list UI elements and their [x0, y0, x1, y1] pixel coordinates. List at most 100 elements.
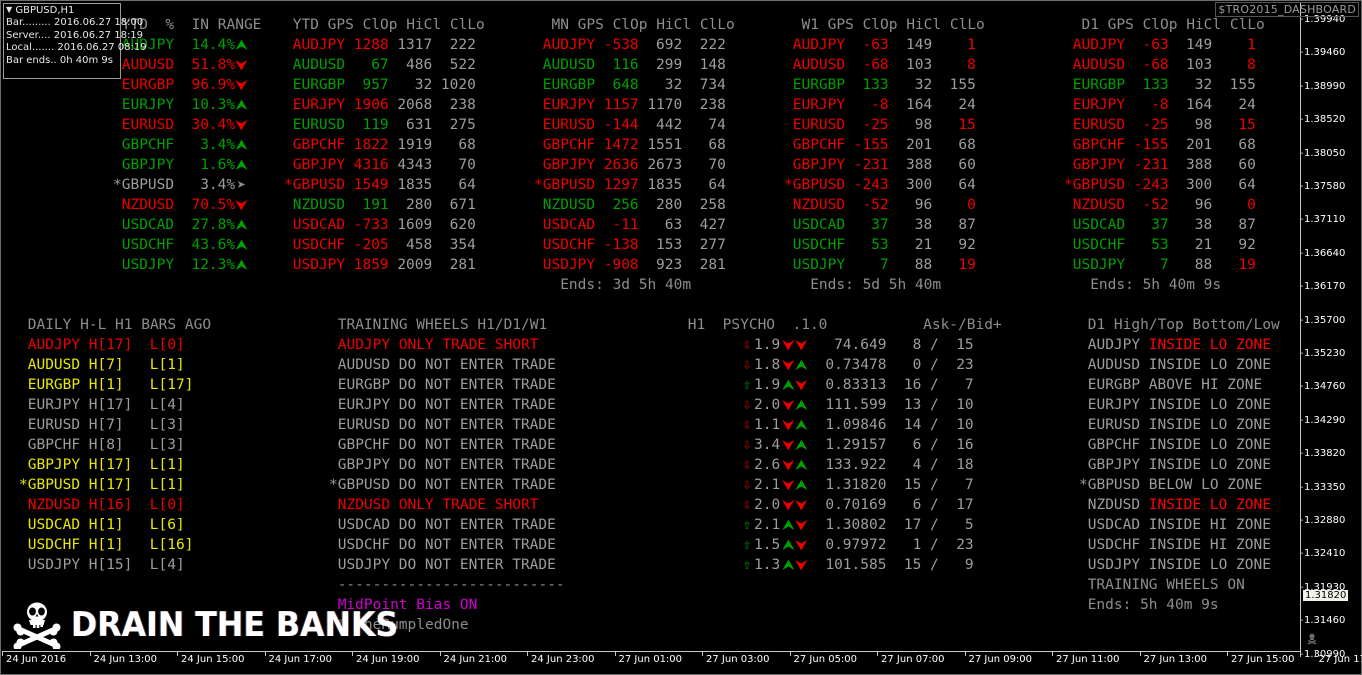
table-row[interactable]: USDCAD DO NOT ENTER TRADE: [329, 515, 565, 535]
table-row[interactable]: GBPCHF INSIDE LO ZONE: [1079, 435, 1280, 455]
table-row[interactable]: *GBPUSD 3.4% ➤: [113, 175, 261, 195]
table-row[interactable]: GBPJPY INSIDE LO ZONE: [1079, 455, 1280, 475]
table-row[interactable]: EURJPY H[17] L[4]: [19, 395, 211, 415]
table-row[interactable]: AUDUSD H[7] L[1]: [19, 355, 211, 375]
table-row[interactable]: USDCAD 27.8%⮝: [113, 215, 261, 235]
table-row[interactable]: EURUSD 30.4%⮟: [113, 115, 261, 135]
table-row[interactable]: USDCAD -733 1609 620: [284, 215, 485, 235]
table-row[interactable]: GBPJPY 4316 4343 70: [284, 155, 485, 175]
table-row[interactable]: EURUSD H[7] L[3]: [19, 415, 211, 435]
table-row[interactable]: GBPJPY -231 388 60: [784, 155, 985, 175]
table-row[interactable]: EURUSD ⇩ 1.1 ⮟⮝ 1.09846 14 / 10: [679, 415, 1002, 435]
table-row[interactable]: EURGBP ABOVE HI ZONE: [1079, 375, 1280, 395]
table-row[interactable]: USDJPY 1859 2009 281: [284, 255, 485, 275]
chevron-down-icon[interactable]: ▼: [6, 5, 13, 14]
table-row[interactable]: EURJPY INSIDE LO ZONE: [1079, 395, 1280, 415]
table-row[interactable]: USDJPY 7 88 19: [784, 255, 985, 275]
table-row[interactable]: EURJPY -8 164 24: [1064, 95, 1265, 115]
table-row[interactable]: USDJPY INSIDE LO ZONE: [1079, 555, 1280, 575]
table-row[interactable]: EURGBP 957 32 1020: [284, 75, 485, 95]
table-row[interactable]: AUDUSD ⇩ 1.8 ⮟⮝ 0.73478 0 / 23: [679, 355, 1002, 375]
table-row[interactable]: AUDJPY 14.4%⮝: [113, 35, 261, 55]
table-row[interactable]: NZDUSD -52 96 0: [1064, 195, 1265, 215]
table-row[interactable]: AUDJPY -538 692 222: [534, 35, 735, 55]
table-row[interactable]: EURJPY DO NOT ENTER TRADE: [329, 395, 565, 415]
table-row[interactable]: USDJPY DO NOT ENTER TRADE: [329, 555, 565, 575]
table-row[interactable]: EURJPY 1906 2068 238: [284, 95, 485, 115]
table-row[interactable]: *GBPUSD 1549 1835 64: [284, 175, 485, 195]
table-row[interactable]: USDJPY ⇧ 1.3 ⮝⮟ 101.585 15 / 9: [679, 555, 1002, 575]
table-row[interactable]: *GBPUSD H[17] L[1]: [19, 475, 211, 495]
table-row[interactable]: EURUSD -25 98 15: [1064, 115, 1265, 135]
table-row[interactable]: EURUSD 119 631 275: [284, 115, 485, 135]
table-row[interactable]: EURUSD -144 442 74: [534, 115, 735, 135]
table-row[interactable]: USDCHF H[1] L[16]: [19, 535, 211, 555]
table-row[interactable]: *GBPUSD DO NOT ENTER TRADE: [329, 475, 565, 495]
table-row[interactable]: *GBPUSD -243 300 64: [784, 175, 985, 195]
table-row[interactable]: EURGBP DO NOT ENTER TRADE: [329, 375, 565, 395]
table-row[interactable]: AUDUSD INSIDE LO ZONE: [1079, 355, 1280, 375]
table-row[interactable]: EURGBP H[1] L[17]: [19, 375, 211, 395]
table-row[interactable]: GBPCHF 3.4%⮝: [113, 135, 261, 155]
table-row[interactable]: NZDUSD ONLY TRADE SHORT: [329, 495, 565, 515]
table-row[interactable]: *GBPUSD 1297 1835 64: [534, 175, 735, 195]
table-row[interactable]: GBPCHF DO NOT ENTER TRADE: [329, 435, 565, 455]
table-row[interactable]: AUDUSD DO NOT ENTER TRADE: [329, 355, 565, 375]
table-row[interactable]: EURJPY -8 164 24: [784, 95, 985, 115]
table-row[interactable]: EURUSD DO NOT ENTER TRADE: [329, 415, 565, 435]
table-row[interactable]: USDJPY 12.3%⮝: [113, 255, 261, 275]
table-row[interactable]: USDCAD -11 63 427: [534, 215, 735, 235]
table-row[interactable]: USDCHF DO NOT ENTER TRADE: [329, 535, 565, 555]
table-row[interactable]: EURGBP 133 32 155: [784, 75, 985, 95]
table-row[interactable]: USDCHF 43.6%⮝: [113, 235, 261, 255]
table-row[interactable]: EURJPY 1157 1170 238: [534, 95, 735, 115]
table-row[interactable]: USDCAD H[1] L[6]: [19, 515, 211, 535]
table-row[interactable]: AUDJPY ⇩ 1.9 ⮟⮟ 74.649 8 / 15: [679, 335, 1002, 355]
table-row[interactable]: USDCHF INSIDE HI ZONE: [1079, 535, 1280, 555]
table-row[interactable]: GBPCHF H[8] L[3]: [19, 435, 211, 455]
table-row[interactable]: USDCAD INSIDE HI ZONE: [1079, 515, 1280, 535]
table-row[interactable]: NZDUSD 256 280 258: [534, 195, 735, 215]
table-row[interactable]: AUDJPY 1288 1317 222: [284, 35, 485, 55]
table-row[interactable]: USDCHF -138 153 277: [534, 235, 735, 255]
table-row[interactable]: EURUSD INSIDE LO ZONE: [1079, 415, 1280, 435]
table-row[interactable]: GBPUSD ⇩ 2.1 ⮟⮝ 1.31820 15 / 7: [679, 475, 1002, 495]
table-row[interactable]: AUDJPY -63 149 1: [1064, 35, 1265, 55]
table-row[interactable]: AUDJPY ONLY TRADE SHORT: [329, 335, 565, 355]
table-row[interactable]: GBPJPY DO NOT ENTER TRADE: [329, 455, 565, 475]
table-row[interactable]: GBPCHF -155 201 68: [1064, 135, 1265, 155]
table-row[interactable]: GBPJPY -231 388 60: [1064, 155, 1265, 175]
table-row[interactable]: AUDJPY -63 149 1: [784, 35, 985, 55]
table-row[interactable]: USDCAD 37 38 87: [1064, 215, 1265, 235]
table-row[interactable]: GBPCHF 1472 1551 68: [534, 135, 735, 155]
table-row[interactable]: EURUSD -25 98 15: [784, 115, 985, 135]
table-row[interactable]: NZDUSD 191 280 671: [284, 195, 485, 215]
table-row[interactable]: EURGBP 648 32 734: [534, 75, 735, 95]
table-row[interactable]: NZDUSD ⇩ 2.0 ⮟⮟ 0.70169 6 / 17: [679, 495, 1002, 515]
price-axis[interactable]: -1.39940 -1.39460 -1.38990 -1.38520 -1.38050…: [1300, 2, 1360, 660]
table-row[interactable]: EURGBP 133 32 155: [1064, 75, 1265, 95]
table-row[interactable]: AUDJPY H[17] L[0]: [19, 335, 211, 355]
table-row[interactable]: NZDUSD -52 96 0: [784, 195, 985, 215]
table-row[interactable]: USDJPY H[15] L[4]: [19, 555, 211, 575]
table-row[interactable]: AUDJPY INSIDE LO ZONE: [1079, 335, 1280, 355]
table-row[interactable]: EURGBP ⇧ 1.9 ⮝⮟ 0.83313 16 / 7: [679, 375, 1002, 395]
table-row[interactable]: USDCHF -205 458 354: [284, 235, 485, 255]
table-row[interactable]: AUDUSD 51.8%⮟: [113, 55, 261, 75]
chart-symbol-row[interactable]: ▼ GBPUSD,H1: [6, 5, 118, 17]
table-row[interactable]: AUDUSD 116 299 148: [534, 55, 735, 75]
table-row[interactable]: NZDUSD 70.5%⮟: [113, 195, 261, 215]
table-row[interactable]: GBPJPY H[17] L[1]: [19, 455, 211, 475]
table-row[interactable]: EURJPY ⇩ 2.0 ⮟⮝ 111.599 13 / 10: [679, 395, 1002, 415]
table-row[interactable]: USDJPY -908 923 281: [534, 255, 735, 275]
table-row[interactable]: EURGBP 96.9%⮟: [113, 75, 261, 95]
table-row[interactable]: USDCAD 37 38 87: [784, 215, 985, 235]
table-row[interactable]: USDCHF 53 21 92: [1064, 235, 1265, 255]
table-row[interactable]: GBPJPY 1.6%⮝: [113, 155, 261, 175]
time-axis[interactable]: 24 Jun 2016 24 Jun 13:00 24 Jun 15:00 24 Ju…: [2, 651, 1362, 673]
table-row[interactable]: GBPJPY ⇩ 2.6 ⮟⮝ 133.922 4 / 18: [679, 455, 1002, 475]
table-row[interactable]: USDCHF 53 21 92: [784, 235, 985, 255]
table-row[interactable]: *GBPUSD -243 300 64: [1064, 175, 1265, 195]
table-row[interactable]: EURJPY 10.3%⮝: [113, 95, 261, 115]
table-row[interactable]: USDJPY 7 88 19: [1064, 255, 1265, 275]
